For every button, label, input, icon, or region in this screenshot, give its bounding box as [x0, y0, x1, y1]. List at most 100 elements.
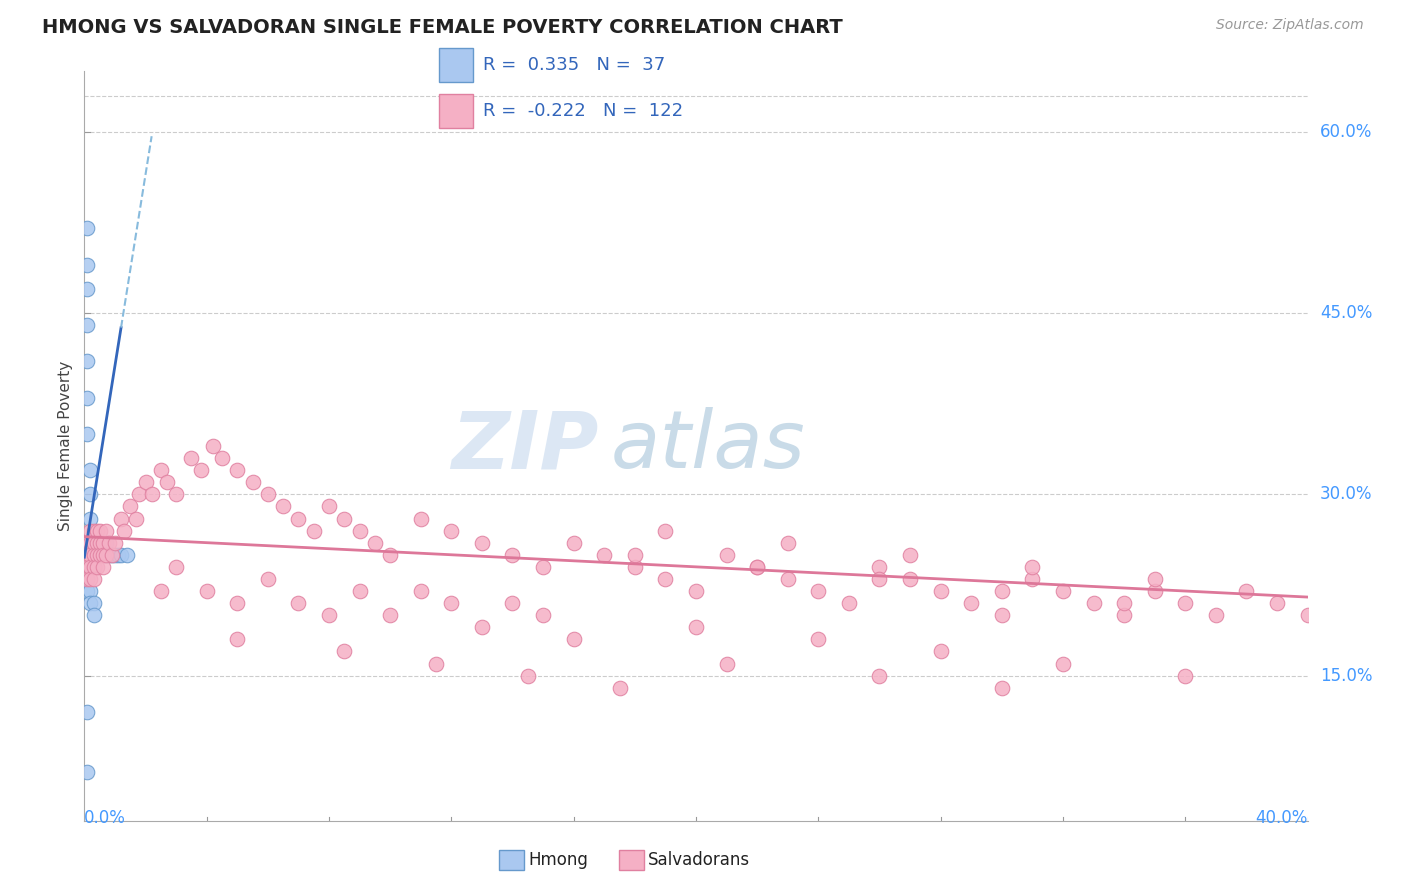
Point [91, 535, 114, 549]
Point [257, 487, 280, 501]
Point [91, 559, 114, 574]
Point [516, 668, 538, 682]
Point [242, 475, 264, 490]
Point [226, 596, 249, 610]
Text: 45.0%: 45.0% [1320, 304, 1372, 322]
Point [76, 584, 98, 599]
Point [562, 535, 585, 549]
Point [1174, 596, 1197, 610]
Point [1205, 608, 1227, 623]
Point [624, 559, 647, 574]
Point [79, 559, 101, 574]
Point [79, 584, 101, 599]
Point [120, 500, 142, 514]
Point [76, 282, 98, 296]
Point [349, 584, 371, 599]
Text: 30.0%: 30.0% [1320, 485, 1372, 503]
Point [76, 391, 98, 405]
Point [76, 559, 98, 574]
Text: HMONG VS SALVADORAN SINGLE FEMALE POVERTY CORRELATION CHART: HMONG VS SALVADORAN SINGLE FEMALE POVERT… [42, 18, 844, 37]
Point [165, 487, 187, 501]
Point [287, 596, 309, 610]
Point [112, 524, 135, 538]
Point [86, 535, 108, 549]
Point [91, 548, 114, 562]
Point [101, 548, 124, 562]
Point [83, 548, 105, 562]
Point [79, 535, 101, 549]
Point [195, 584, 218, 599]
Point [685, 620, 707, 634]
Point [86, 524, 108, 538]
Point [1052, 657, 1074, 671]
Point [79, 487, 101, 501]
Point [190, 463, 212, 477]
Point [76, 572, 98, 586]
Point [94, 548, 117, 562]
Bar [439, 95, 472, 128]
Point [89, 535, 111, 549]
Point [380, 608, 402, 623]
Text: 15.0%: 15.0% [1320, 666, 1372, 685]
Point [929, 584, 952, 599]
Point [104, 548, 127, 562]
Point [1083, 596, 1105, 610]
Point [76, 258, 98, 272]
Point [1052, 584, 1074, 599]
Point [364, 535, 387, 549]
Point [318, 608, 340, 623]
Point [149, 584, 172, 599]
Point [79, 572, 101, 586]
Point [76, 765, 98, 780]
Point [271, 500, 294, 514]
Point [76, 221, 98, 235]
Point [101, 548, 124, 562]
Point [502, 548, 524, 562]
Point [76, 705, 98, 719]
Point [425, 657, 447, 671]
Point [471, 535, 494, 549]
Point [115, 548, 138, 562]
Point [135, 475, 157, 490]
Point [86, 548, 108, 562]
Point [1174, 668, 1197, 682]
Text: 60.0%: 60.0% [1320, 123, 1372, 141]
Point [776, 572, 799, 586]
Point [128, 487, 150, 501]
Point [83, 548, 105, 562]
Point [76, 559, 98, 574]
Text: 0.0%: 0.0% [84, 809, 127, 828]
Point [83, 608, 105, 623]
Point [409, 584, 432, 599]
Point [110, 511, 132, 525]
Point [869, 559, 891, 574]
Text: R =  -0.222   N =  122: R = -0.222 N = 122 [482, 102, 683, 120]
Point [226, 632, 249, 647]
Point [716, 657, 738, 671]
Point [86, 559, 108, 574]
Point [747, 559, 769, 574]
Point [89, 548, 111, 562]
Point [156, 475, 179, 490]
Point [104, 535, 127, 549]
Point [349, 524, 371, 538]
Point [94, 548, 117, 562]
Point [685, 584, 707, 599]
Point [593, 548, 616, 562]
Point [1143, 572, 1166, 586]
Point [83, 572, 105, 586]
Point [94, 535, 117, 549]
Point [76, 318, 98, 333]
Point [654, 572, 676, 586]
Point [807, 632, 830, 647]
Point [562, 632, 585, 647]
Point [83, 535, 105, 549]
Point [83, 559, 105, 574]
Point [898, 548, 921, 562]
Point [211, 451, 233, 466]
Point [1021, 559, 1043, 574]
Point [609, 681, 631, 695]
Point [89, 535, 111, 549]
Point [83, 596, 105, 610]
Point [991, 608, 1014, 623]
